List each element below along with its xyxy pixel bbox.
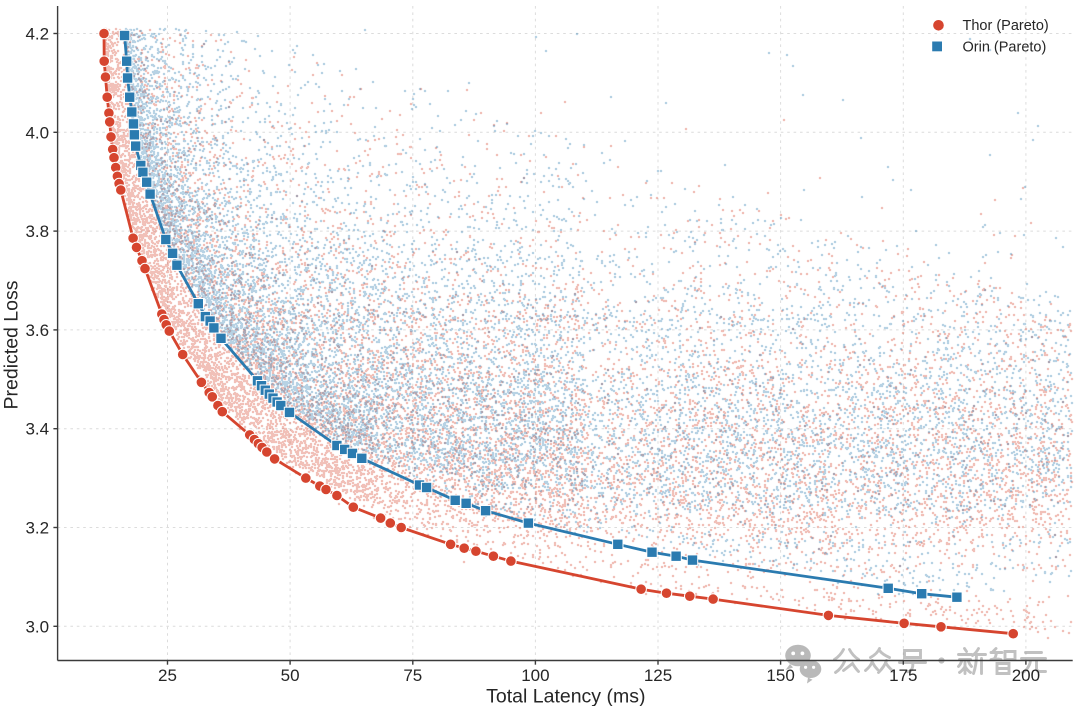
svg-text:Thor (Pareto): Thor (Pareto) bbox=[963, 18, 1049, 34]
svg-text:25: 25 bbox=[158, 666, 177, 685]
svg-text:3.2: 3.2 bbox=[25, 519, 49, 538]
svg-text:150: 150 bbox=[766, 666, 794, 685]
svg-text:50: 50 bbox=[281, 666, 300, 685]
svg-text:75: 75 bbox=[403, 666, 422, 685]
svg-text:4.2: 4.2 bbox=[25, 25, 49, 44]
svg-text:3.4: 3.4 bbox=[25, 420, 49, 439]
svg-text:Predicted Loss: Predicted Loss bbox=[1, 280, 23, 409]
svg-text:Total Latency (ms): Total Latency (ms) bbox=[486, 686, 645, 706]
svg-text:Orin (Pareto): Orin (Pareto) bbox=[963, 39, 1047, 55]
svg-text:3.0: 3.0 bbox=[25, 617, 49, 636]
svg-text:200: 200 bbox=[1012, 666, 1040, 685]
svg-text:4.0: 4.0 bbox=[25, 123, 49, 142]
svg-text:100: 100 bbox=[521, 666, 549, 685]
svg-text:125: 125 bbox=[644, 666, 672, 685]
svg-text:3.6: 3.6 bbox=[25, 321, 49, 340]
svg-text:175: 175 bbox=[889, 666, 917, 685]
svg-text:3.8: 3.8 bbox=[25, 222, 49, 241]
